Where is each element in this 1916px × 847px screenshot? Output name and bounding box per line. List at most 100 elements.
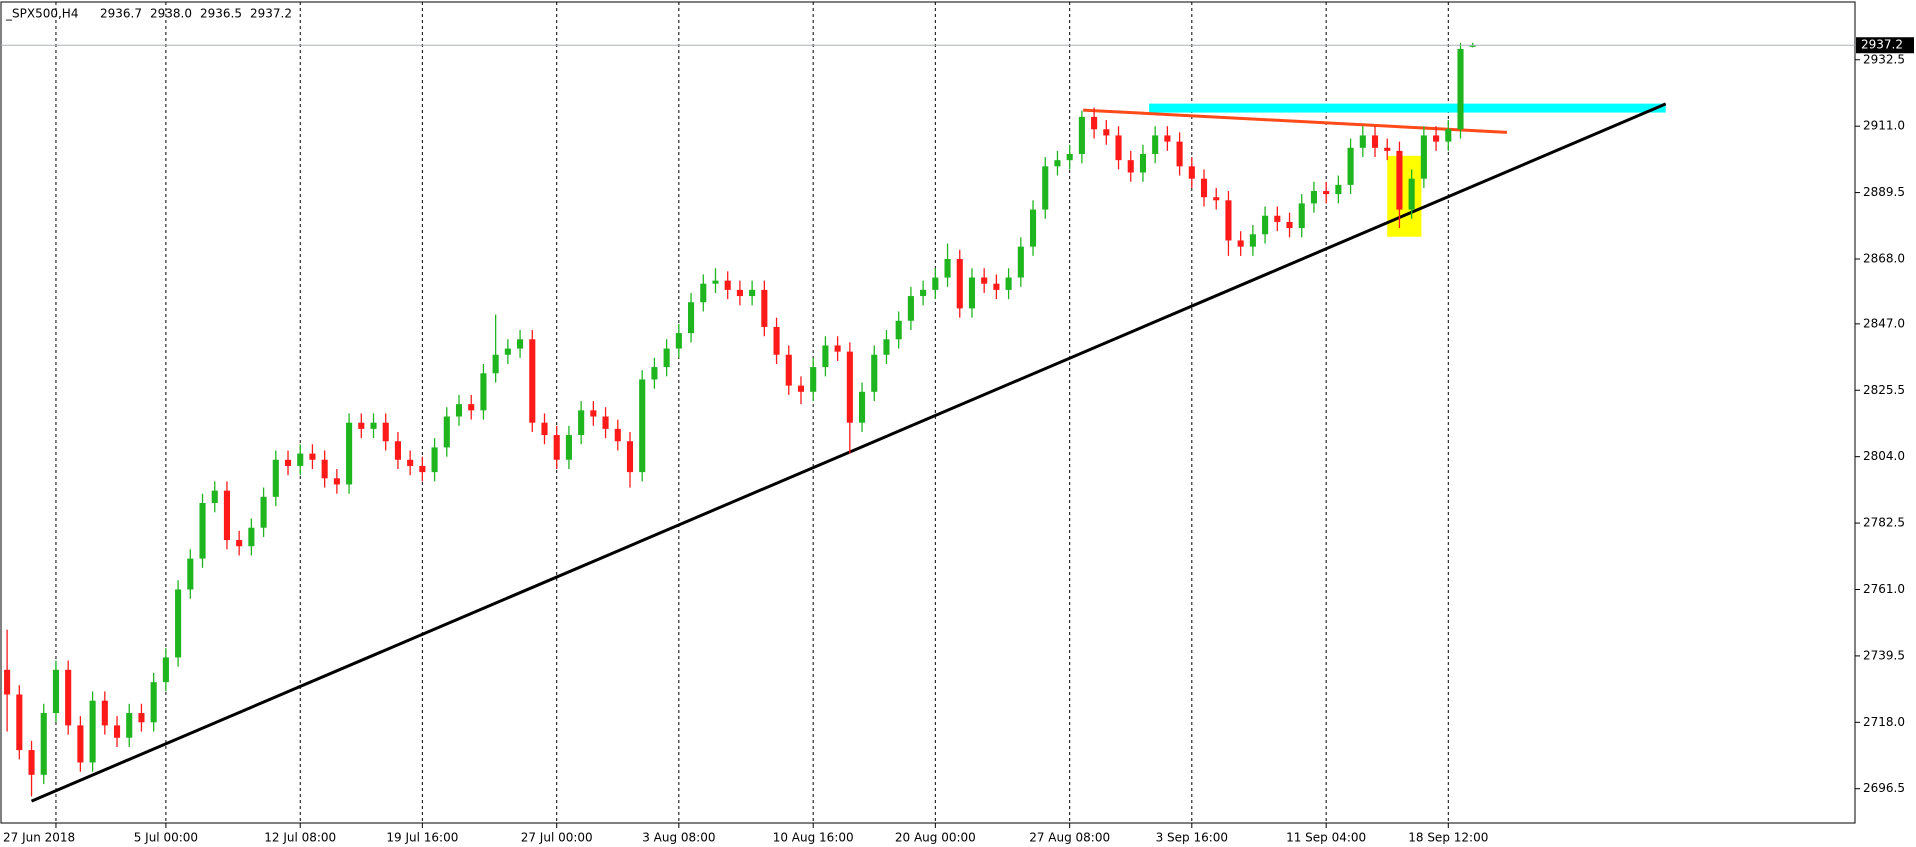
candle-body <box>920 289 927 297</box>
candle-body <box>1262 215 1269 235</box>
candle-body <box>1005 277 1012 290</box>
candle-body <box>382 422 389 442</box>
candle-body <box>1384 147 1391 151</box>
candle-body <box>272 459 279 497</box>
candle-body <box>639 379 646 473</box>
x-tick-label: 10 Aug 16:00 <box>773 831 854 845</box>
candle-body <box>1200 178 1208 198</box>
candle-body <box>394 441 401 460</box>
close-label: 2937.2 <box>250 7 292 21</box>
candle-body <box>553 435 560 460</box>
highlight-box <box>1149 103 1666 113</box>
open-label: 2936.7 <box>100 7 142 21</box>
candle-body <box>797 385 805 392</box>
candle-body <box>1469 45 1476 47</box>
candle-body <box>871 354 878 392</box>
candle-body <box>846 351 853 423</box>
candle-body <box>77 725 84 763</box>
candle-body <box>736 289 743 297</box>
candle-body <box>1066 153 1073 161</box>
candle-body <box>700 283 707 303</box>
candle-body <box>468 404 475 411</box>
candle-body <box>126 713 133 738</box>
candle-body <box>187 558 194 590</box>
candle-body <box>663 348 670 368</box>
candle-body <box>1347 147 1354 185</box>
candle-body <box>883 339 890 355</box>
candle-body <box>480 373 487 411</box>
candle-body <box>236 540 243 547</box>
candle-body <box>309 453 316 460</box>
candle-body <box>1078 116 1085 154</box>
candle-body <box>1359 135 1366 148</box>
candle-body <box>749 289 756 297</box>
candle-body <box>346 422 353 485</box>
candle-body <box>138 713 145 723</box>
candle-body <box>52 669 60 714</box>
candle-body <box>541 422 548 436</box>
candle-body <box>1323 191 1330 195</box>
candle-body <box>504 348 511 355</box>
candle-body <box>1115 135 1122 161</box>
candle-body <box>407 459 414 466</box>
candle-body <box>578 410 585 436</box>
x-tick-label: 3 Aug 08:00 <box>642 831 715 845</box>
candle-body <box>932 277 939 290</box>
candle-body <box>284 459 292 466</box>
trend-line <box>30 102 1667 803</box>
candle-body <box>968 277 976 309</box>
x-tick-label: 3 Sep 16:00 <box>1156 831 1228 845</box>
y-tick-label: 2847.0 <box>1863 316 1905 330</box>
high-label: 2938.0 <box>150 7 192 21</box>
highlight-box <box>1387 155 1422 237</box>
candle-body <box>981 277 988 284</box>
candle-body <box>260 496 267 528</box>
candle-body <box>321 459 328 479</box>
candle-body <box>1249 234 1256 247</box>
candle-body <box>297 453 304 466</box>
candle-body <box>1042 166 1049 210</box>
candle-body <box>834 345 841 352</box>
candle-body <box>1103 129 1110 136</box>
candle-body <box>1176 141 1183 167</box>
low-label: 2936.5 <box>200 7 242 21</box>
candle-body <box>358 422 365 429</box>
candle-body <box>1225 200 1232 241</box>
candle-body <box>455 404 463 417</box>
candle-body <box>944 258 951 278</box>
candle-body <box>1286 221 1293 229</box>
candle-body <box>956 258 963 309</box>
candle-body <box>724 280 731 290</box>
symbol-label: _SPX500,H4 <box>5 7 78 21</box>
candle-body <box>1127 160 1134 173</box>
candle-body <box>16 694 23 751</box>
x-tick-label: 27 Jul 00:00 <box>521 831 593 845</box>
candle-body <box>1408 178 1415 210</box>
candle-body <box>162 657 169 683</box>
candle-body <box>614 428 621 442</box>
candle-body <box>1274 215 1281 222</box>
y-tick-label: 2889.5 <box>1863 185 1905 199</box>
candle-body <box>907 296 914 321</box>
candle-body <box>1188 166 1195 179</box>
candle-body <box>1433 135 1440 142</box>
candles <box>4 42 1476 797</box>
candle-body <box>65 669 72 726</box>
candle-body <box>651 367 658 380</box>
candle-body <box>333 478 340 485</box>
candle-body <box>1396 150 1403 210</box>
axes: 2696.5 2718.0 2739.5 2761.0 2782.5 2804.0 2825… <box>1 37 1914 845</box>
candle-body <box>565 435 572 460</box>
candle-body <box>773 326 780 355</box>
candle-body <box>1237 240 1244 247</box>
candle-body <box>675 333 682 349</box>
y-tick-label: 2696.5 <box>1863 781 1905 795</box>
candle-body <box>1420 135 1427 179</box>
candle-body <box>1091 116 1098 130</box>
x-tick-label: 19 Jul 16:00 <box>386 831 458 845</box>
candle-body <box>248 527 255 547</box>
x-tick-label: 27 Jun 2018 <box>3 831 75 845</box>
candle-body <box>89 700 96 763</box>
